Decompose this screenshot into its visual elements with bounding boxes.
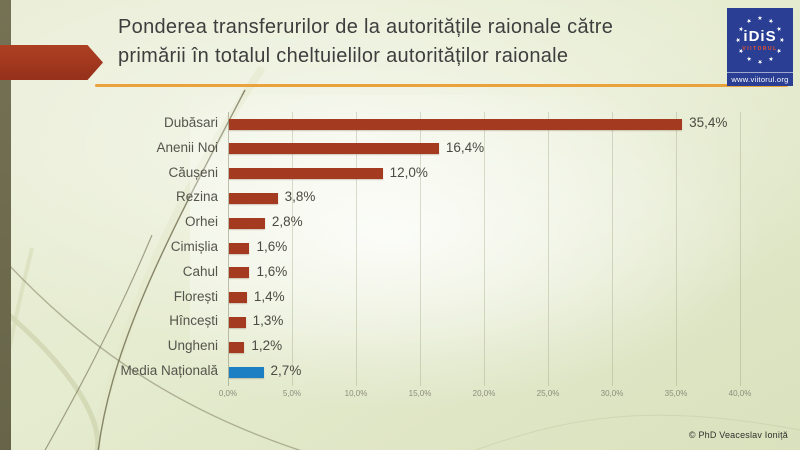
value-label: 1,6% — [256, 239, 288, 254]
star-icon: ★ — [757, 16, 763, 22]
value-label: 35,4% — [689, 115, 728, 130]
x-axis-tick-label: 10,0% — [344, 389, 368, 398]
value-label: 1,4% — [253, 288, 285, 304]
logo-subname: VIITORUL — [742, 46, 778, 52]
gridline — [484, 112, 485, 386]
bar — [229, 192, 278, 204]
author-credit: © PhD Veaceslav Ioniță — [688, 430, 788, 440]
bar — [229, 168, 383, 180]
bar — [229, 341, 245, 353]
category-label: Căușeni — [168, 164, 218, 180]
x-axis-tick-label: 15,0% — [408, 389, 432, 398]
bar — [229, 316, 246, 328]
x-axis-tick-label: 5,0% — [282, 389, 302, 398]
value-label: 2,7% — [270, 363, 302, 378]
title-line-1: Ponderea transferurilor de la autorități… — [118, 16, 614, 38]
value-label: 1,3% — [252, 313, 284, 329]
category-label: Rezina — [175, 189, 218, 205]
value-label: 1,2% — [251, 338, 283, 354]
logo-square: ★ ★ ★ ★ ★ ★ ★ ★ ★ ★ ★ ★ iDiS VIITORUL — [727, 8, 793, 72]
x-axis-tick-label: 40,0% — [728, 389, 752, 398]
bar — [229, 242, 250, 254]
gridline — [356, 112, 357, 386]
value-label: 16,4% — [445, 139, 485, 155]
category-label: Hîncești — [169, 313, 218, 329]
bar — [229, 267, 250, 279]
x-axis-tick-label: 35,0% — [664, 389, 688, 398]
logo-url: www.viitorul.org — [727, 72, 793, 86]
idis-viitorul-logo: ★ ★ ★ ★ ★ ★ ★ ★ ★ ★ ★ ★ iDiS VIITORUL www.viitorul.… — [727, 8, 793, 86]
title-line-2: primării în totalul cheltuielilor autori… — [118, 45, 569, 67]
value-label: 2,8% — [271, 214, 303, 230]
category-label: Orhei — [184, 214, 218, 230]
bar — [229, 143, 439, 155]
category-label: Cahul — [182, 263, 218, 279]
title-underline — [95, 84, 788, 87]
gridline — [420, 112, 421, 386]
bar — [229, 217, 265, 229]
arrow-accent-shape — [0, 45, 103, 80]
gridline — [548, 112, 549, 386]
x-axis-tick-label: 30,0% — [600, 389, 624, 398]
category-label: Anenii Noi — [156, 139, 218, 155]
value-label: 12,0% — [389, 164, 428, 180]
category-label: Dubăsari — [163, 115, 218, 130]
category-label: Media Națională — [120, 363, 218, 378]
bar — [229, 366, 264, 378]
gridline — [740, 112, 741, 386]
x-axis-tick-label: 0,0% — [218, 389, 238, 398]
value-label: 3,8% — [284, 189, 316, 205]
value-label: 1,6% — [256, 263, 288, 279]
category-label: Cimișlia — [170, 239, 218, 254]
category-label: Florești — [173, 288, 218, 304]
left-accent-strip — [0, 0, 11, 450]
x-axis-tick-label: 25,0% — [536, 389, 560, 398]
x-axis-tick-label: 20,0% — [472, 389, 496, 398]
gridline — [676, 112, 677, 386]
bar — [229, 292, 247, 304]
logo-wordmark: iDiS — [743, 28, 777, 45]
axis-line — [228, 112, 229, 386]
bar — [229, 118, 683, 130]
category-label: Ungheni — [167, 338, 218, 354]
gridline — [292, 112, 293, 386]
page-title: Ponderea transferurilor de la autorități… — [118, 13, 718, 71]
gridline — [612, 112, 613, 386]
